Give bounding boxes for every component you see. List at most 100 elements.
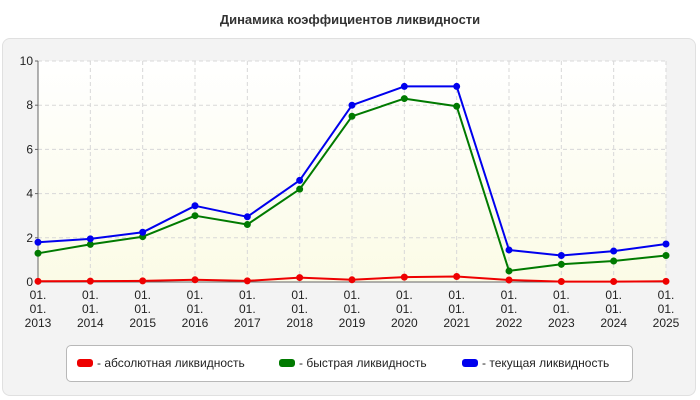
x-tick-label-line: 01. bbox=[448, 288, 465, 302]
legend-swatch-quick bbox=[279, 359, 295, 367]
x-tick-label-line: 01. bbox=[396, 288, 413, 302]
series-layer bbox=[34, 82, 670, 286]
legend-label-absolute: - абсолютная ликвидность bbox=[97, 356, 245, 370]
legend-label-quick: - быстрая ликвидность bbox=[299, 356, 427, 370]
x-tick-label-line: 01. bbox=[344, 302, 361, 316]
series-0-point bbox=[139, 277, 147, 285]
plot-area bbox=[38, 61, 666, 282]
series-1-point bbox=[662, 251, 670, 259]
x-tick-label-line: 01. bbox=[553, 288, 570, 302]
series-2-point bbox=[243, 213, 251, 221]
x-tick-label-line: 01. bbox=[239, 288, 256, 302]
x-tick-label-line: 2015 bbox=[129, 316, 156, 330]
x-tick-label-line: 01. bbox=[658, 288, 675, 302]
series-1-point bbox=[610, 257, 618, 265]
series-0-point bbox=[505, 276, 513, 284]
x-tick-label-line: 01. bbox=[553, 302, 570, 316]
series-0-point bbox=[86, 277, 94, 285]
legend-label-current: - текущая ликвидность bbox=[482, 356, 610, 370]
x-tick-label-line: 01. bbox=[658, 302, 675, 316]
x-tick-label-line: 2018 bbox=[286, 316, 313, 330]
y-tick-label: 2 bbox=[26, 231, 33, 245]
series-2-point bbox=[557, 251, 565, 259]
series-2-point bbox=[453, 82, 461, 90]
series-0-point bbox=[453, 272, 461, 280]
x-tick-label-line: 01. bbox=[344, 288, 361, 302]
x-tick-label-line: 2014 bbox=[77, 316, 104, 330]
x-tick-label: 01. 01. 2020 bbox=[391, 288, 418, 330]
y-tick-label: 8 bbox=[26, 98, 33, 112]
series-2-point bbox=[191, 202, 199, 210]
x-tick-label-line: 2020 bbox=[391, 316, 418, 330]
x-tick-label-line: 01. bbox=[448, 302, 465, 316]
x-tick-label-line: 2022 bbox=[496, 316, 523, 330]
x-tick-label: 01. 01. 2019 bbox=[339, 288, 366, 330]
chart-legend: - абсолютная ликвидность - быстрая ликви… bbox=[66, 345, 633, 382]
x-tick-label-line: 01. bbox=[30, 302, 47, 316]
x-tick-label-line: 01. bbox=[187, 302, 204, 316]
series-1-point bbox=[453, 102, 461, 110]
x-tick-label: 01. 01. 2025 bbox=[653, 288, 680, 330]
x-tick-label-line: 01. bbox=[134, 302, 151, 316]
series-1-point bbox=[557, 260, 565, 268]
series-0-point bbox=[191, 276, 199, 284]
x-tick-label-line: 2025 bbox=[653, 316, 680, 330]
y-tick-label: 10 bbox=[20, 54, 34, 68]
series-1-point bbox=[34, 249, 42, 257]
series-2-point bbox=[86, 235, 94, 243]
x-tick-label-line: 01. bbox=[82, 302, 99, 316]
x-tick-label: 01. 01. 2022 bbox=[496, 288, 523, 330]
x-tick-label: 01. 01. 2016 bbox=[182, 288, 209, 330]
series-0-point bbox=[662, 277, 670, 285]
x-tick-label-line: 2021 bbox=[443, 316, 470, 330]
series-2-point bbox=[34, 238, 42, 246]
series-0-point bbox=[400, 273, 408, 281]
series-2-point bbox=[505, 246, 513, 254]
series-0-point bbox=[34, 277, 42, 285]
legend-item-quick: - быстрая ликвидность bbox=[279, 354, 427, 372]
series-2-point bbox=[348, 101, 356, 109]
x-tick-label-line: 01. bbox=[239, 302, 256, 316]
x-tick-label-line: 01. bbox=[605, 288, 622, 302]
y-tick-label: 4 bbox=[26, 187, 33, 201]
x-tick-label-line: 01. bbox=[187, 288, 204, 302]
x-tick-label-line: 01. bbox=[291, 288, 308, 302]
series-2-point bbox=[662, 240, 670, 248]
series-1-point bbox=[505, 267, 513, 275]
x-tick-label: 01. 01. 2021 bbox=[443, 288, 470, 330]
x-tick-label-line: 2017 bbox=[234, 316, 261, 330]
series-2-point bbox=[296, 176, 304, 184]
x-tick-label: 01. 01. 2024 bbox=[600, 288, 627, 330]
x-tick-label-line: 01. bbox=[501, 288, 518, 302]
series-0-point bbox=[348, 276, 356, 284]
legend-item-absolute: - абсолютная ликвидность bbox=[77, 354, 245, 372]
x-tick-label-line: 01. bbox=[291, 302, 308, 316]
x-tick-label: 01. 01. 2014 bbox=[77, 288, 104, 330]
series-2-point bbox=[610, 247, 618, 255]
x-tick-label-line: 2024 bbox=[600, 316, 627, 330]
series-1-point bbox=[296, 185, 304, 193]
x-tick-label-line: 01. bbox=[134, 288, 151, 302]
x-tick-label-line: 01. bbox=[605, 302, 622, 316]
x-tick-label-line: 2013 bbox=[25, 316, 52, 330]
x-tick-label: 01. 01. 2015 bbox=[129, 288, 156, 330]
x-tick-label-line: 2016 bbox=[182, 316, 209, 330]
x-tick-label: 01. 01. 2017 bbox=[234, 288, 261, 330]
y-tick-label: 0 bbox=[26, 275, 33, 289]
series-2-point bbox=[400, 82, 408, 90]
series-1-point bbox=[348, 112, 356, 120]
series-1-point bbox=[243, 221, 251, 229]
chart-title: Динамика коэффициентов ликвидности bbox=[219, 12, 481, 27]
x-tick-label-line: 2023 bbox=[548, 316, 575, 330]
legend-swatch-current bbox=[462, 359, 478, 367]
x-tick-label: 01. 01. 2023 bbox=[548, 288, 575, 330]
legend-item-current: - текущая ликвидность bbox=[462, 354, 609, 372]
series-1-point bbox=[400, 95, 408, 103]
legend-swatch-absolute bbox=[77, 359, 93, 367]
y-tick-label: 6 bbox=[26, 142, 33, 156]
series-2-point bbox=[139, 228, 147, 236]
series-0-point bbox=[557, 278, 565, 286]
